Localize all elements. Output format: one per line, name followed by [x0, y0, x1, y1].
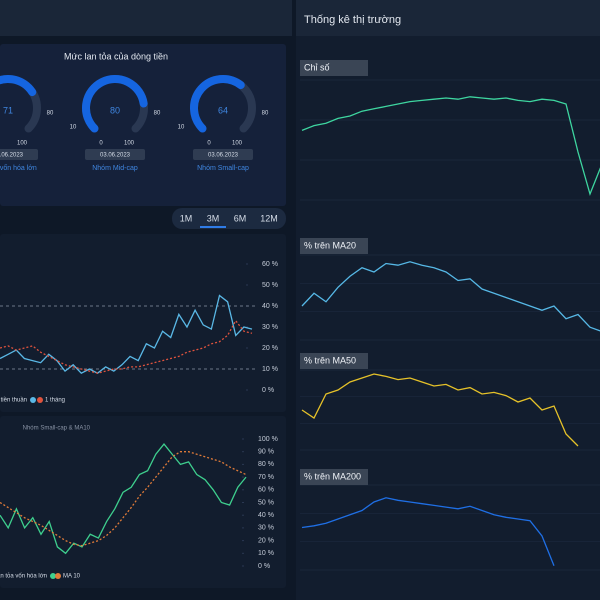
series-line: [0, 443, 247, 555]
gauge-value: [190, 75, 245, 133]
panel-label-box: [300, 60, 368, 76]
series-line: [0, 294, 253, 374]
legend-dot: [55, 573, 61, 579]
y-tick-label: 70 %: [258, 474, 274, 481]
gauge-marker: 80: [154, 111, 161, 117]
gauge-marker: 10: [178, 125, 185, 131]
legend-dot: [30, 397, 36, 403]
date-box: [85, 149, 145, 160]
date-box: [193, 149, 253, 160]
gauge-name: Nhóm Mid-cap: [92, 165, 138, 172]
period-selector: [172, 208, 286, 229]
y-tick-label: 80 %: [258, 461, 274, 468]
y-tick-label: 90 %: [258, 449, 274, 456]
panel-label: % trên MA200: [304, 471, 361, 481]
gauge-min: 0: [99, 141, 103, 147]
legend-label: Dòng tiền thuần: [0, 398, 27, 404]
right-panel: [296, 36, 600, 600]
left-header: [0, 0, 292, 36]
period-button[interactable]: 1M: [180, 213, 193, 223]
gauge-number: 80: [110, 105, 120, 115]
panel-label: % trên MA50: [304, 355, 356, 365]
y-tick-label: 60 %: [258, 487, 274, 494]
panel-label: % trên MA20: [304, 240, 356, 250]
gauge-max: 100: [17, 141, 28, 147]
period-button[interactable]: 3M: [207, 213, 220, 223]
gauge-number: 64: [218, 105, 228, 115]
gauge-name: Nhóm Small-cap: [197, 165, 249, 172]
panel-line: [301, 497, 555, 566]
gauge-date: 03.06.2023: [100, 153, 131, 159]
y-tick-label: 60 %: [262, 261, 278, 268]
gauge-marker: 10: [70, 125, 77, 131]
y-tick-label: 30 %: [262, 324, 278, 331]
panel-line: [301, 261, 600, 332]
panel-label-box: [300, 353, 368, 369]
legend-dot: [37, 397, 43, 403]
flow-card: [0, 234, 286, 412]
y-tick-label: 50 %: [258, 499, 274, 506]
y-tick-label: 40 %: [262, 303, 278, 310]
y-tick-label: 40 %: [258, 512, 274, 519]
y-tick-label: 0 %: [258, 563, 270, 570]
date-box: [0, 149, 38, 160]
panel-line: [301, 96, 600, 197]
gauge-max: 100: [232, 141, 243, 147]
y-tick-label: 20 %: [258, 537, 274, 544]
legend-dot: [50, 573, 56, 579]
gauge-max: 100: [124, 141, 135, 147]
period-underline: [200, 226, 226, 228]
gauge-date: 03.06.2023: [0, 153, 24, 159]
gauge-name: Nhóm vốn hóa lớn: [0, 163, 37, 172]
y-tick-label: 10 %: [262, 366, 278, 373]
y-tick-label: 30 %: [258, 525, 274, 532]
legend-label: MA 10: [63, 574, 81, 580]
panel-line: [301, 373, 579, 447]
gauge-value: [82, 75, 148, 133]
gauge-date: 03.06.2023: [208, 153, 239, 159]
gauge-value: [0, 75, 37, 97]
chart-title: Nhóm Small-cap & MA10: [23, 426, 91, 432]
y-tick-label: 0 %: [262, 387, 274, 394]
panel-title: Thống kê thị trường: [304, 14, 401, 26]
y-tick-label: 20 %: [262, 345, 278, 352]
right-header: [296, 0, 600, 36]
y-tick-label: 10 %: [258, 550, 274, 557]
period-button[interactable]: 6M: [234, 213, 247, 223]
gauge-marker: 80: [47, 111, 54, 117]
panel-label-box: [300, 238, 368, 254]
series-line: [0, 451, 247, 547]
gauge-min: 0: [207, 141, 211, 147]
y-tick-label: 50 %: [262, 282, 278, 289]
gauge-marker: 80: [262, 111, 269, 117]
period-button[interactable]: 12M: [260, 213, 278, 223]
legend-label: Lan tỏa vốn hóa lớn: [0, 573, 47, 580]
panel-label: Chỉ số: [304, 62, 330, 72]
y-tick-label: 100 %: [258, 436, 278, 443]
panel-label-box: [300, 469, 368, 485]
card-title: Mức lan tỏa của dòng tiền: [64, 51, 168, 61]
gauge-number: 71: [3, 105, 13, 115]
legend-label: 1 tháng: [45, 398, 65, 404]
